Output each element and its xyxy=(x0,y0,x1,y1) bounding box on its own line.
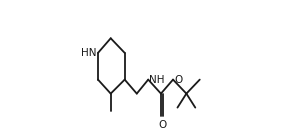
Text: NH: NH xyxy=(149,75,164,85)
Text: HN: HN xyxy=(81,48,96,58)
Text: O: O xyxy=(174,75,183,85)
Text: O: O xyxy=(158,120,166,130)
